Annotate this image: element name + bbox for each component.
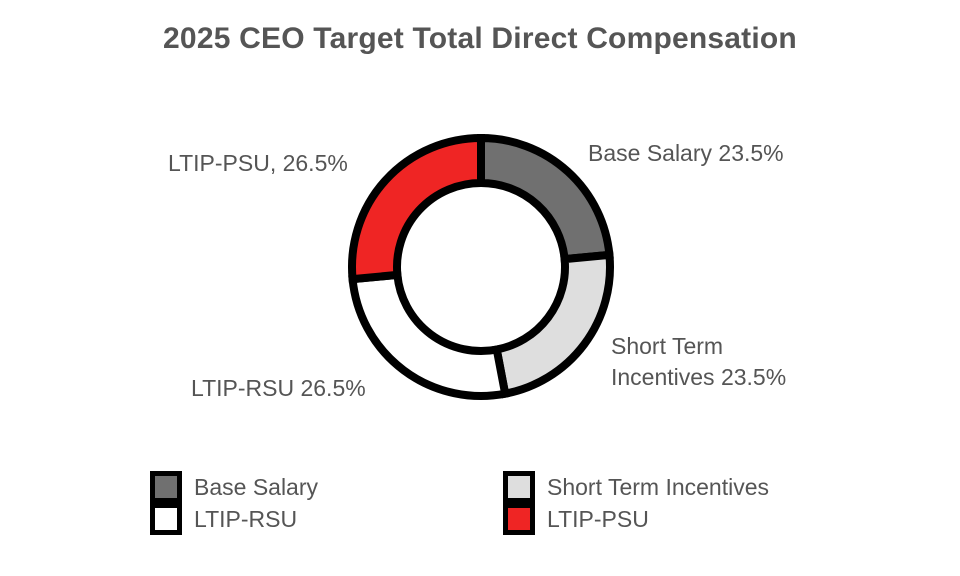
legend-swatch-ltip-psu [503, 503, 535, 535]
label-base-salary: Base Salary 23.5% [588, 140, 784, 166]
slice-ltip-psu [348, 133, 485, 284]
legend-swatch-ltip-rsu [150, 503, 182, 535]
label-short-term-incentives: Short Term Incentives 23.5% [611, 331, 786, 393]
legend-label-base-salary: Base Salary [194, 473, 319, 500]
legend-item-ltip-rsu: LTIP-RSU [150, 503, 297, 535]
label-short-term-incentives-line-1: Short Term [611, 333, 724, 359]
legend-label-ltip-rsu: LTIP-RSU [194, 505, 298, 532]
legend-label-short-term-incentives: Short Term Incentives [547, 473, 770, 500]
legend-item-ltip-psu: LTIP-PSU [503, 503, 649, 535]
legend-item-base-salary: Base Salary [150, 471, 318, 503]
legend-swatch-base-salary [150, 471, 182, 503]
label-ltip-rsu: LTIP-RSU 26.5% [191, 375, 366, 401]
label-short-term-incentives-line-2: Incentives 23.5% [611, 364, 787, 390]
legend-label-ltip-psu: LTIP-PSU [547, 505, 649, 532]
legend-swatch-short-term-incentives [503, 471, 535, 503]
chart-title: 2025 CEO Target Total Direct Compensatio… [163, 22, 797, 55]
slice-short-term-incentives [492, 250, 614, 399]
slice-ltip-rsu [348, 270, 510, 400]
legend-item-short-term-incentives: Short Term Incentives [503, 471, 769, 503]
label-ltip-psu: LTIP-PSU, 26.5% [168, 150, 348, 176]
